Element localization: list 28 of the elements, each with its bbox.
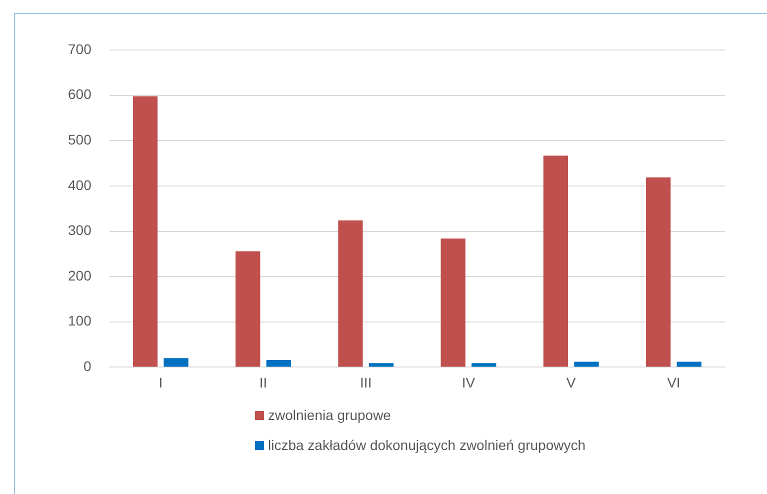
x-tick-label: III xyxy=(360,374,372,390)
bar xyxy=(132,96,158,367)
x-tick-label: VI xyxy=(667,374,680,390)
x-tick-label: II xyxy=(259,374,268,390)
bar xyxy=(676,362,702,367)
y-tick-label: 100 xyxy=(68,312,92,329)
y-tick-label: 300 xyxy=(68,222,92,238)
bar xyxy=(574,362,599,367)
y-tick-label: 500 xyxy=(68,131,92,148)
x-tick-label: I xyxy=(158,374,163,390)
y-tick-label: 700 xyxy=(68,40,92,57)
y-tick-label: 400 xyxy=(68,176,92,193)
y-tick-label: 0 xyxy=(84,358,92,374)
x-tick-label: IV xyxy=(462,374,476,390)
bar xyxy=(440,238,466,367)
bar xyxy=(236,251,260,367)
x-tick-label: V xyxy=(566,374,576,390)
bar xyxy=(543,156,568,367)
bar xyxy=(164,358,188,367)
bar xyxy=(368,363,394,367)
y-tick-label: 200 xyxy=(68,267,92,284)
legend-label: zwolnienia grupowe xyxy=(268,407,391,423)
y-tick-label: 600 xyxy=(68,86,92,102)
legend-label: liczba zakładów dokonujących zwolnień grupowych xyxy=(268,437,586,453)
bar xyxy=(338,220,363,367)
bar xyxy=(472,363,496,367)
bar xyxy=(266,360,291,367)
bar xyxy=(646,177,671,367)
